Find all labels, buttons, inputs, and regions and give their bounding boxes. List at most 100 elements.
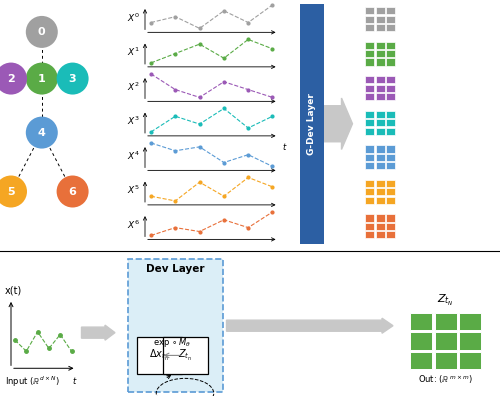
Bar	[376, 128, 384, 135]
Bar	[410, 332, 432, 350]
Text: $X^4$: $X^4$	[127, 149, 140, 162]
Bar	[365, 180, 374, 187]
FancyArrow shape	[324, 98, 352, 149]
Bar	[386, 154, 395, 161]
Text: 2: 2	[7, 74, 15, 84]
FancyBboxPatch shape	[162, 337, 208, 374]
Text: 4: 4	[38, 128, 46, 137]
Bar	[376, 85, 384, 92]
Bar	[386, 50, 395, 57]
Bar	[434, 352, 456, 369]
Text: 6: 6	[68, 187, 76, 196]
Bar	[376, 145, 384, 152]
Text: 5: 5	[7, 187, 15, 196]
Text: Input $(\mathbb{R}^{\,d \times N})$: Input $(\mathbb{R}^{\,d \times N})$	[5, 375, 60, 389]
Bar	[365, 162, 374, 169]
Bar	[365, 24, 374, 31]
Bar	[365, 111, 374, 118]
FancyArrow shape	[226, 318, 393, 333]
Bar	[376, 16, 384, 23]
Bar	[410, 352, 432, 369]
Text: $\exp \circ M_{\theta}$: $\exp \circ M_{\theta}$	[153, 337, 191, 349]
Bar	[386, 24, 395, 31]
Bar	[376, 196, 384, 204]
Bar	[365, 188, 374, 195]
Bar	[386, 59, 395, 66]
Bar	[376, 76, 384, 84]
Bar	[365, 128, 374, 135]
Text: 3: 3	[69, 74, 76, 84]
Text: $X^6$: $X^6$	[127, 218, 140, 231]
Bar	[365, 85, 374, 92]
Bar	[376, 180, 384, 187]
Bar	[365, 42, 374, 49]
Text: $X^2$: $X^2$	[128, 80, 140, 93]
Ellipse shape	[56, 175, 88, 208]
Bar	[376, 50, 384, 57]
Bar	[365, 93, 374, 100]
Text: $X^5$: $X^5$	[128, 184, 140, 196]
Bar	[386, 223, 395, 230]
Text: $X^3$: $X^3$	[128, 115, 140, 127]
Ellipse shape	[0, 63, 27, 95]
FancyArrow shape	[82, 325, 115, 340]
Ellipse shape	[0, 175, 27, 208]
Bar	[386, 93, 395, 100]
Bar	[365, 59, 374, 66]
Text: 1: 1	[38, 74, 46, 84]
Ellipse shape	[26, 16, 58, 48]
Bar	[376, 223, 384, 230]
Bar	[459, 332, 481, 350]
Bar	[365, 154, 374, 161]
Text: 0: 0	[38, 27, 46, 37]
Bar	[365, 145, 374, 152]
Bar	[434, 332, 456, 350]
Bar	[386, 128, 395, 135]
Bar	[376, 162, 384, 169]
Bar	[386, 162, 395, 169]
Bar	[386, 119, 395, 126]
Bar	[434, 313, 456, 330]
Bar	[365, 119, 374, 126]
Bar	[410, 313, 432, 330]
Bar	[459, 313, 481, 330]
Bar	[376, 119, 384, 126]
Bar	[365, 223, 374, 230]
Bar	[386, 180, 395, 187]
Bar	[386, 76, 395, 84]
Bar	[376, 42, 384, 49]
Text: $t$: $t$	[72, 375, 78, 386]
Text: $Z_{t_n}$: $Z_{t_n}$	[178, 348, 192, 363]
Text: $\Delta x_{t_n}$: $\Delta x_{t_n}$	[149, 348, 169, 363]
Bar	[376, 59, 384, 66]
Bar	[386, 111, 395, 118]
Bar	[386, 214, 395, 221]
Bar	[365, 231, 374, 238]
Ellipse shape	[56, 63, 88, 95]
Bar	[376, 111, 384, 118]
Bar	[386, 196, 395, 204]
FancyBboxPatch shape	[136, 337, 182, 374]
Text: G-Dev Layer: G-Dev Layer	[308, 93, 316, 155]
Text: $X^1$: $X^1$	[128, 46, 140, 58]
Text: x(t): x(t)	[5, 285, 22, 295]
Bar	[365, 214, 374, 221]
Bar	[365, 50, 374, 57]
Text: Out: $(\mathbb{R}^{\,m \times m})$: Out: $(\mathbb{R}^{\,m \times m})$	[418, 373, 473, 386]
Bar	[376, 214, 384, 221]
Bar	[376, 93, 384, 100]
Bar	[376, 231, 384, 238]
Text: $Z_{t_N}$: $Z_{t_N}$	[437, 293, 454, 308]
Bar	[386, 145, 395, 152]
Bar	[376, 8, 384, 15]
Bar	[376, 188, 384, 195]
Bar	[386, 8, 395, 15]
Bar	[365, 16, 374, 23]
Bar	[386, 231, 395, 238]
Bar	[386, 42, 395, 49]
Bar	[459, 352, 481, 369]
Bar	[365, 76, 374, 84]
Bar	[376, 24, 384, 31]
Bar	[386, 85, 395, 92]
Bar	[376, 154, 384, 161]
